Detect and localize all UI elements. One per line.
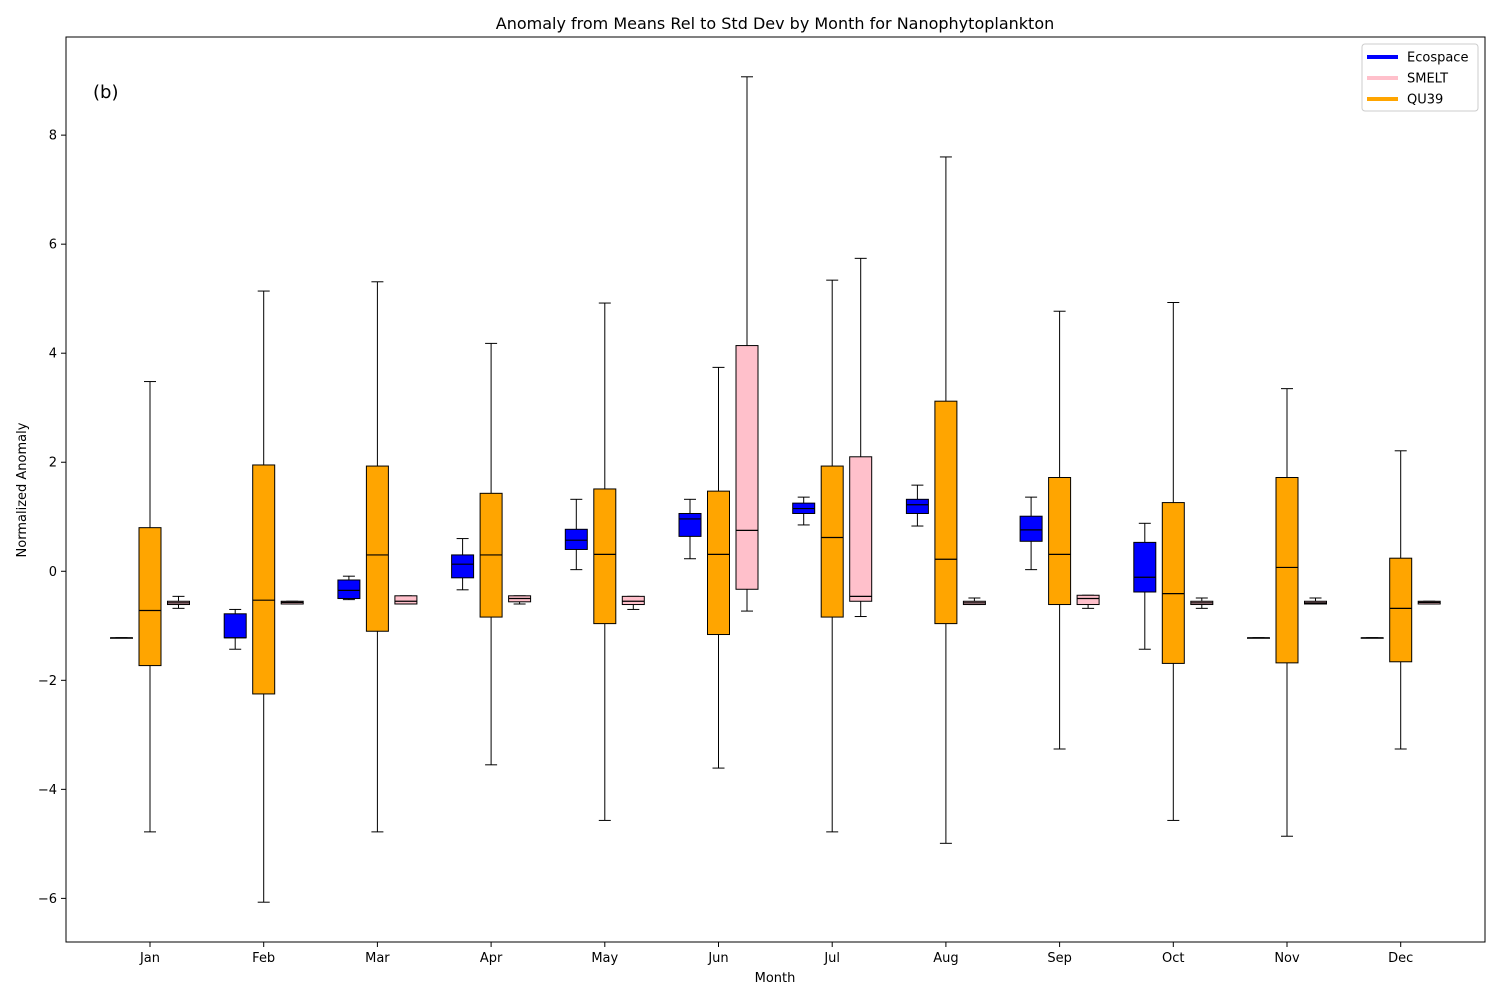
box-smelt-dec	[1417, 600, 1441, 605]
box-qu39-feb	[252, 290, 276, 903]
panel-label: (b)	[93, 82, 118, 103]
x-tick-label: Apr	[480, 951, 503, 966]
box-body	[820, 465, 844, 618]
y-tick-label: 4	[49, 347, 57, 362]
chart-title: Anomaly from Means Rel to Std Dev by Mon…	[496, 14, 1055, 33]
x-tick-label: Feb	[252, 951, 275, 966]
box-ecospace-dec	[1360, 637, 1384, 639]
box-smelt-sep	[1076, 594, 1100, 609]
box-ecospace-jun	[678, 498, 702, 560]
box-qu39-jun	[707, 366, 730, 769]
box-ecospace-oct	[1133, 522, 1157, 650]
box-ecospace-aug	[905, 484, 929, 527]
box-qu39-dec	[1389, 450, 1413, 750]
box-ecospace-jan	[110, 637, 133, 639]
x-tick-label: Nov	[1274, 951, 1300, 966]
box-smelt-jun	[735, 76, 759, 612]
box-qu39-jul	[820, 279, 844, 833]
box-qu39-apr	[479, 342, 503, 766]
box-body	[621, 595, 645, 606]
plot-area: −6 −4 −2 0 2 4 6 8 Jan Feb Mar Apr May Jun Jul Aug Sep Oc…	[38, 76, 1441, 966]
box-body	[138, 527, 162, 667]
box-qu39-sep	[1048, 310, 1072, 750]
legend-frame	[1361, 43, 1479, 112]
y-axis-label: Normalized Anomaly	[15, 422, 30, 557]
box-ecospace-jul	[792, 496, 816, 526]
x-tick-label: Oct	[1162, 951, 1184, 966]
box-body	[252, 464, 276, 695]
box-body	[1275, 477, 1299, 664]
box-qu39-aug	[934, 156, 958, 844]
box-body	[735, 345, 759, 590]
box-ecospace-feb	[223, 608, 247, 650]
box-qu39-jan	[138, 381, 162, 833]
box-smelt-may	[621, 595, 645, 610]
x-tick-label: Aug	[933, 951, 958, 966]
box-body	[849, 456, 873, 602]
box-body	[934, 400, 958, 625]
box-body	[1076, 594, 1100, 606]
box-smelt-oct	[1190, 597, 1214, 609]
box-body	[678, 512, 702, 537]
box-smelt-nov	[1304, 597, 1327, 605]
box-qu39-nov	[1275, 388, 1299, 837]
x-tick-label: Jul	[823, 951, 840, 966]
y-tick-label: 2	[49, 456, 57, 471]
plot-frame	[65, 36, 1486, 943]
box-ecospace-apr	[451, 538, 475, 591]
box-body	[1161, 502, 1185, 664]
box-body	[905, 498, 929, 514]
box-body	[564, 528, 588, 550]
box-ecospace-nov	[1247, 637, 1270, 639]
box-qu39-may	[593, 302, 617, 821]
legend-label-ecospace: Ecospace	[1407, 51, 1468, 66]
box-body	[365, 465, 389, 632]
y-tick-label: 0	[49, 565, 57, 580]
x-tick-label: May	[591, 951, 618, 966]
box-body	[707, 490, 730, 636]
box-smelt-jul	[849, 257, 873, 618]
box-ecospace-sep	[1019, 496, 1043, 571]
box-body	[1133, 541, 1157, 593]
y-tick-label: −4	[38, 783, 57, 798]
x-tick-label: Jun	[707, 951, 728, 966]
box-smelt-mar	[394, 595, 418, 605]
legend: Ecospace SMELT QU39	[1361, 43, 1479, 112]
y-tick-label: 8	[49, 129, 57, 144]
y-tick-label: 6	[49, 238, 57, 253]
box-body	[223, 613, 247, 639]
box-smelt-aug	[962, 597, 986, 606]
legend-label-smelt: SMELT	[1407, 72, 1448, 87]
box-body	[593, 488, 617, 625]
x-tick-label: Sep	[1047, 951, 1072, 966]
y-tick-label: −6	[38, 892, 57, 907]
box-body	[1389, 557, 1413, 663]
box-ecospace-mar	[337, 575, 361, 601]
box-smelt-apr	[508, 595, 532, 605]
x-tick-label: Jan	[139, 951, 160, 966]
box-body	[394, 595, 418, 605]
box-qu39-mar	[365, 281, 389, 833]
box-smelt-feb	[280, 600, 304, 605]
x-tick-label: Dec	[1388, 951, 1413, 966]
x-tick-label: Mar	[365, 951, 390, 966]
box-ecospace-may	[564, 498, 588, 571]
legend-label-qu39: QU39	[1407, 93, 1443, 108]
box-smelt-jan	[167, 595, 190, 609]
box-qu39-oct	[1161, 302, 1185, 821]
box-body	[1048, 477, 1072, 606]
box-body	[1019, 515, 1043, 542]
box-body	[451, 554, 475, 579]
y-tick-label: −2	[38, 674, 57, 689]
box-body	[337, 579, 361, 600]
x-axis-label: Month	[755, 971, 796, 986]
